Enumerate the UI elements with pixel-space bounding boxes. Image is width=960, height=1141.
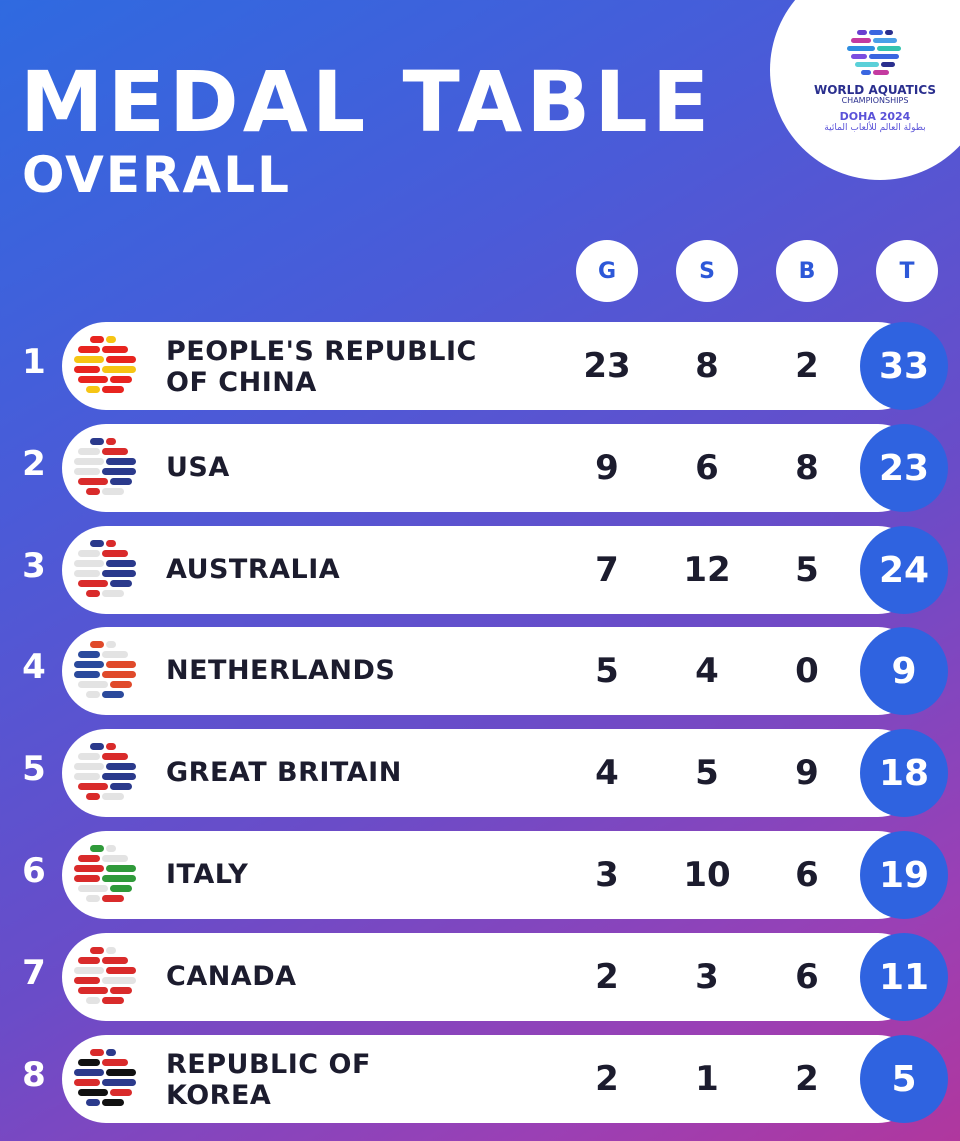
country-name: ITALY <box>166 859 566 890</box>
table-row: 7 CANADA 2 3 6 11 <box>0 933 960 1021</box>
gold-count: 4 <box>595 753 619 793</box>
total-count: 19 <box>860 831 948 919</box>
rank-number: 6 <box>22 851 46 891</box>
row-background <box>62 526 922 614</box>
table-row: 3 AUSTRALIA 7 12 5 24 <box>0 526 960 614</box>
flag-icon <box>74 641 136 698</box>
gold-count: 7 <box>595 550 619 590</box>
gold-count: 23 <box>583 346 631 386</box>
total-count: 23 <box>860 424 948 512</box>
flag-icon <box>74 336 136 393</box>
silver-count: 3 <box>695 957 719 997</box>
flag-icon <box>74 947 136 1004</box>
rank-number: 5 <box>22 749 46 789</box>
column-header-silver: S <box>676 240 738 302</box>
logo-text-doha: DOHA 2024 <box>839 109 911 123</box>
gold-count: 2 <box>595 1059 619 1099</box>
rank-number: 7 <box>22 953 46 993</box>
row-background <box>62 933 922 1021</box>
column-header-total: T <box>876 240 938 302</box>
country-name: REPUBLIC OF KOREA <box>166 1049 566 1111</box>
bronze-count: 2 <box>795 1059 819 1099</box>
row-background <box>62 729 922 817</box>
country-name: NETHERLANDS <box>166 655 566 686</box>
table-row: 2 USA 9 6 8 23 <box>0 424 960 512</box>
silver-count: 6 <box>695 448 719 488</box>
logo-text-arabic: بطولة العالم للألعاب المائية <box>824 122 926 133</box>
page-title: MEDAL TABLE <box>20 53 714 151</box>
bronze-count: 6 <box>795 855 819 895</box>
table-row: 8 REPUBLIC OF KOREA 2 1 2 5 <box>0 1035 960 1123</box>
country-name-line1: PEOPLE'S REPUBLIC <box>166 336 477 367</box>
silver-count: 1 <box>695 1059 719 1099</box>
table-row: 5 GREAT BRITAIN 4 5 9 18 <box>0 729 960 817</box>
silver-count: 5 <box>695 753 719 793</box>
total-count: 11 <box>860 933 948 1021</box>
gold-count: 5 <box>595 651 619 691</box>
table-row: 1 PEOPLE'S REPUBLIC OF CHINA 23 8 2 33 <box>0 322 960 410</box>
logo-text-world-aquatics: WORLD AQUATICS <box>813 83 936 97</box>
rank-number: 3 <box>22 546 46 586</box>
row-background <box>62 1035 922 1123</box>
silver-count: 12 <box>683 550 731 590</box>
page-subtitle: OVERALL <box>22 146 291 204</box>
bronze-count: 5 <box>795 550 819 590</box>
total-count: 18 <box>860 729 948 817</box>
gold-count: 9 <box>595 448 619 488</box>
silver-count: 4 <box>695 651 719 691</box>
country-name-line1: REPUBLIC OF <box>166 1049 371 1080</box>
country-name-line2: KOREA <box>166 1080 272 1112</box>
bronze-count: 2 <box>795 346 819 386</box>
country-name-line2: OF CHINA <box>166 367 317 399</box>
row-background <box>62 322 922 410</box>
country-name-line1: CANADA <box>166 961 297 992</box>
championship-logo: WORLD AQUATICS CHAMPIONSHIPS DOHA 2024 ب… <box>800 28 950 133</box>
country-name-line1: AUSTRALIA <box>166 554 341 585</box>
world-aquatics-logo-icon <box>847 30 901 75</box>
country-name-line1: GREAT BRITAIN <box>166 757 402 788</box>
table-row: 6 ITALY 3 10 6 19 <box>0 831 960 919</box>
bronze-count: 0 <box>795 651 819 691</box>
row-background <box>62 424 922 512</box>
country-name: CANADA <box>166 961 566 992</box>
bronze-count: 9 <box>795 753 819 793</box>
flag-icon <box>74 743 136 800</box>
column-header-bronze: B <box>776 240 838 302</box>
bronze-count: 6 <box>795 957 819 997</box>
flag-icon <box>74 438 136 495</box>
rank-number: 2 <box>22 444 46 484</box>
country-name: AUSTRALIA <box>166 554 566 585</box>
total-count: 33 <box>860 322 948 410</box>
total-count: 24 <box>860 526 948 614</box>
silver-count: 8 <box>695 346 719 386</box>
flag-icon <box>74 845 136 902</box>
row-background <box>62 831 922 919</box>
table-row: 4 NETHERLANDS 5 4 0 9 <box>0 627 960 715</box>
flag-icon <box>74 540 136 597</box>
country-name: PEOPLE'S REPUBLIC OF CHINA <box>166 336 566 398</box>
country-name-line1: ITALY <box>166 859 249 890</box>
country-name: GREAT BRITAIN <box>166 757 566 788</box>
total-count: 9 <box>860 627 948 715</box>
rank-number: 1 <box>22 342 46 382</box>
rank-number: 8 <box>22 1055 46 1095</box>
row-background <box>62 627 922 715</box>
gold-count: 2 <box>595 957 619 997</box>
total-count: 5 <box>860 1035 948 1123</box>
silver-count: 10 <box>683 855 731 895</box>
flag-icon <box>74 1049 136 1106</box>
logo-text-championships: CHAMPIONSHIPS <box>841 96 909 106</box>
rank-number: 4 <box>22 647 46 687</box>
country-name-line1: USA <box>166 452 230 483</box>
gold-count: 3 <box>595 855 619 895</box>
country-name-line1: NETHERLANDS <box>166 655 396 686</box>
column-header-gold: G <box>576 240 638 302</box>
country-name: USA <box>166 452 566 483</box>
bronze-count: 8 <box>795 448 819 488</box>
